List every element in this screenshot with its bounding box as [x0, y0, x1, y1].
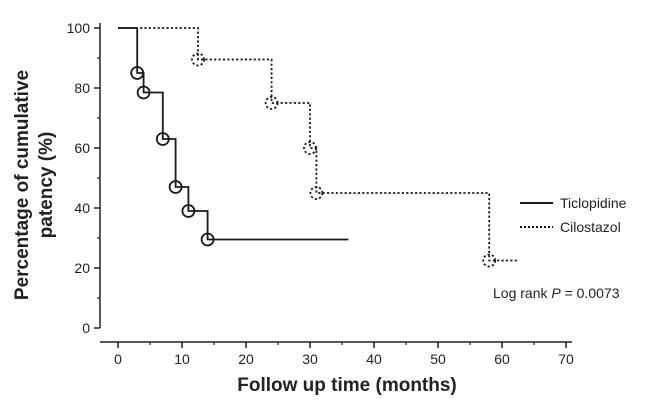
y-ticks: 0 20 40 60 80 100: [67, 20, 100, 336]
series-layer: [118, 27, 518, 268]
censor-marker-ticlopidine: [136, 85, 151, 100]
censor-marker-ticlopidine: [155, 132, 170, 146]
censor-marker-ticlopidine: [181, 204, 196, 218]
legend-label-ticlopidine: Ticlopidine: [560, 195, 627, 211]
log-rank-annotation: Log rank P = 0.0073: [493, 285, 620, 301]
log-rank-value: = 0.0073: [561, 285, 620, 301]
censor-marker-ticlopidine: [130, 66, 145, 80]
censor-marker-ticlopidine: [200, 232, 215, 247]
y-tick-label-40: 40: [74, 200, 90, 216]
censor-marker-cilostazol: [309, 186, 324, 200]
censor-marker-cilostazol: [264, 96, 279, 110]
x-ticks: 0 10 20 30 40 50 60 70: [114, 342, 574, 367]
x-tick-label-60: 60: [494, 351, 510, 367]
y-tick-label-80: 80: [74, 80, 90, 96]
x-tick-label-50: 50: [430, 351, 446, 367]
legend: Ticlopidine Cilostazol: [520, 195, 627, 235]
x-tick-label-10: 10: [174, 351, 190, 367]
censor-marker-cilostazol: [191, 52, 205, 67]
x-axis-title: Follow up time (months): [237, 375, 457, 396]
y-tick-label-60: 60: [74, 140, 90, 156]
y-tick-label-100: 100: [67, 20, 91, 36]
x-tick-label-30: 30: [302, 351, 318, 367]
x-tick-label-40: 40: [366, 351, 382, 367]
censor-marker-cilostazol: [303, 141, 317, 155]
censor-marker-ticlopidine: [168, 180, 183, 194]
log-rank-p: P: [551, 285, 561, 301]
y-tick-label-20: 20: [74, 260, 90, 276]
y-tick-label-0: 0: [82, 320, 90, 336]
series-line-cilostazol: [118, 27, 518, 262]
x-tick-label-70: 70: [558, 351, 574, 367]
log-rank-prefix: Log rank: [493, 285, 551, 301]
y-axis-title-line-2: patency (%): [36, 132, 57, 239]
legend-label-cilostazol: Cilostazol: [560, 219, 621, 235]
y-axis-title-line-1: Percentage of cumulative: [12, 70, 33, 300]
censor-marker-cilostazol: [482, 253, 497, 268]
x-tick-label-20: 20: [238, 351, 254, 367]
axes: [99, 23, 572, 343]
x-tick-label-0: 0: [114, 351, 122, 367]
